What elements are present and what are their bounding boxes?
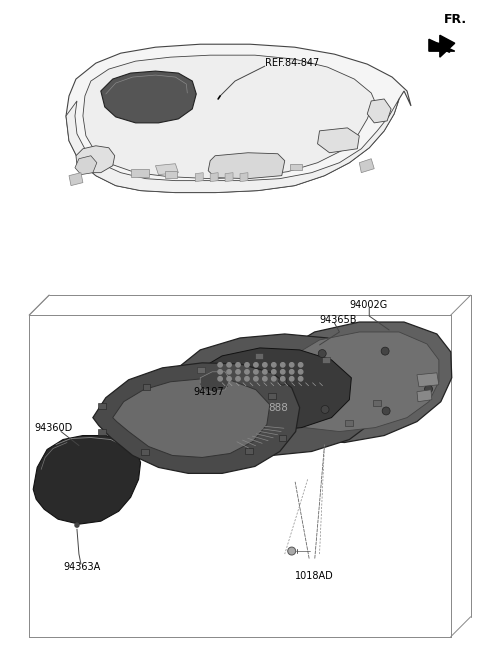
Circle shape (227, 377, 231, 381)
Polygon shape (240, 173, 248, 182)
Polygon shape (367, 99, 391, 123)
Circle shape (299, 363, 303, 367)
Circle shape (272, 363, 276, 367)
Circle shape (236, 377, 240, 381)
Polygon shape (210, 173, 218, 182)
Polygon shape (345, 420, 353, 426)
Polygon shape (113, 379, 270, 457)
Polygon shape (195, 173, 203, 182)
Circle shape (425, 385, 432, 393)
Text: 94197: 94197 (193, 387, 224, 397)
Circle shape (245, 363, 249, 367)
Polygon shape (360, 159, 374, 173)
Polygon shape (219, 380, 228, 386)
Polygon shape (318, 128, 360, 153)
Polygon shape (83, 55, 377, 178)
Polygon shape (141, 449, 149, 455)
Polygon shape (200, 372, 230, 392)
Polygon shape (156, 164, 179, 174)
Polygon shape (262, 322, 452, 443)
Circle shape (299, 377, 303, 381)
Polygon shape (66, 99, 399, 193)
Polygon shape (225, 173, 233, 182)
Circle shape (227, 363, 231, 367)
Circle shape (218, 377, 222, 381)
Polygon shape (97, 429, 106, 436)
Circle shape (245, 369, 249, 374)
Circle shape (218, 363, 222, 367)
Polygon shape (173, 334, 384, 455)
Circle shape (245, 377, 249, 381)
Circle shape (218, 369, 222, 374)
Circle shape (254, 363, 258, 367)
Polygon shape (245, 449, 253, 455)
Polygon shape (69, 173, 83, 186)
Circle shape (75, 523, 79, 527)
Circle shape (263, 363, 267, 367)
Circle shape (263, 377, 267, 381)
Circle shape (272, 369, 276, 374)
Polygon shape (290, 164, 301, 170)
Polygon shape (98, 403, 106, 409)
Text: 94360D: 94360D (34, 422, 72, 432)
Circle shape (236, 363, 240, 367)
Text: REF.84-847: REF.84-847 (265, 58, 319, 68)
Polygon shape (278, 435, 287, 441)
Polygon shape (208, 153, 285, 178)
Circle shape (254, 369, 258, 374)
Circle shape (321, 405, 329, 413)
Polygon shape (268, 393, 276, 399)
Polygon shape (195, 348, 351, 432)
Circle shape (299, 369, 303, 374)
Polygon shape (373, 400, 381, 405)
Circle shape (288, 547, 296, 555)
Circle shape (381, 347, 389, 355)
Polygon shape (75, 155, 97, 174)
Text: FR.: FR. (444, 13, 467, 26)
Polygon shape (417, 373, 439, 387)
Polygon shape (255, 353, 263, 359)
Circle shape (281, 363, 285, 367)
Polygon shape (101, 71, 196, 123)
Polygon shape (33, 436, 141, 524)
Polygon shape (262, 385, 278, 405)
Text: 94002G: 94002G (349, 300, 388, 310)
Circle shape (236, 369, 240, 374)
Circle shape (289, 377, 294, 381)
Polygon shape (210, 421, 217, 428)
Polygon shape (323, 357, 330, 363)
Circle shape (279, 377, 287, 385)
Text: 94365B: 94365B (320, 315, 357, 325)
Polygon shape (131, 169, 148, 176)
Circle shape (254, 377, 258, 381)
Polygon shape (166, 171, 178, 178)
Polygon shape (93, 363, 300, 474)
Text: 888: 888 (268, 403, 288, 413)
Circle shape (263, 369, 267, 374)
Polygon shape (66, 44, 411, 193)
Circle shape (318, 350, 326, 358)
Polygon shape (76, 146, 115, 173)
Circle shape (281, 377, 285, 381)
Circle shape (289, 369, 294, 374)
Polygon shape (417, 390, 432, 401)
Text: 1018AD: 1018AD (295, 571, 334, 581)
Polygon shape (143, 384, 151, 390)
Text: 94363A: 94363A (63, 562, 100, 572)
Polygon shape (272, 332, 439, 432)
Circle shape (382, 407, 390, 415)
Circle shape (272, 377, 276, 381)
Polygon shape (440, 35, 455, 57)
Polygon shape (197, 367, 205, 373)
Circle shape (289, 363, 294, 367)
Polygon shape (429, 39, 455, 51)
Circle shape (281, 369, 285, 374)
Circle shape (227, 369, 231, 374)
Polygon shape (178, 398, 185, 403)
